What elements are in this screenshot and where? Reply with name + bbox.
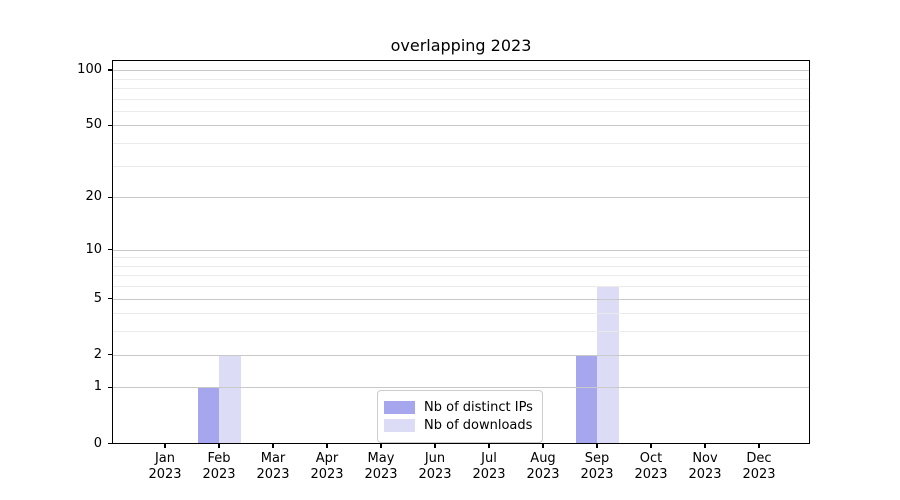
- y-gridline-minor: [113, 313, 809, 315]
- y-gridline-minor: [113, 98, 809, 100]
- y-gridline-minor: [113, 110, 809, 112]
- x-tick-mark: [758, 444, 760, 448]
- y-tick-label: 2: [93, 346, 102, 362]
- x-tick-label-line: Jan: [154, 451, 176, 466]
- x-tick-label: Jul 2023: [457, 451, 521, 482]
- y-tick-mark: [108, 69, 112, 71]
- legend-swatch-downloads: [384, 419, 415, 432]
- y-gridline-minor: [113, 265, 809, 267]
- x-tick-mark: [326, 444, 328, 448]
- x-tick-label-line: 2023: [526, 466, 560, 482]
- legend: Nb of distinct IPs Nb of downloads: [377, 390, 543, 443]
- y-tick-label: 100: [77, 62, 102, 78]
- y-tick-label: 1: [93, 379, 102, 395]
- y-gridline-minor: [113, 257, 809, 259]
- legend-swatch-distinct-ips: [384, 401, 415, 414]
- y-tick-label: 5: [93, 290, 102, 306]
- x-tick-mark: [434, 444, 436, 448]
- legend-label-downloads: Nb of downloads: [424, 418, 533, 433]
- x-tick-label-line: Dec: [746, 451, 772, 466]
- y-gridline-major: [113, 387, 809, 389]
- x-tick-label: Jan 2023: [133, 451, 197, 482]
- x-tick-label-line: Sep: [584, 451, 610, 466]
- x-tick-label: Apr 2023: [295, 451, 359, 482]
- x-tick-label: May 2023: [349, 451, 413, 482]
- x-tick-label-line: 2023: [634, 466, 668, 482]
- x-tick-label-line: Jun: [424, 451, 446, 466]
- legend-entry-distinct-ips: Nb of distinct IPs: [384, 399, 534, 416]
- y-tick-mark: [108, 354, 112, 356]
- x-tick-label: Dec 2023: [727, 451, 791, 482]
- x-tick-mark: [164, 444, 166, 448]
- x-tick-label-line: 2023: [364, 466, 398, 482]
- y-tick-mark: [108, 442, 112, 445]
- y-tick-mark: [108, 297, 112, 300]
- x-tick-label-line: 2023: [742, 466, 776, 482]
- plot-area: [112, 60, 810, 444]
- x-tick-label: Sep 2023: [565, 451, 629, 482]
- x-tick-label-line: 2023: [202, 466, 236, 482]
- bar-nb-of-distinct-ips: [197, 387, 219, 444]
- x-tick-label-line: 2023: [688, 466, 722, 482]
- y-tick-label: 20: [85, 189, 102, 205]
- y-tick-mark: [108, 124, 112, 126]
- x-tick-label-line: 2023: [256, 466, 290, 482]
- y-gridline-minor: [113, 275, 809, 277]
- y-gridline-minor: [113, 78, 809, 80]
- y-tick-label: 0: [93, 435, 102, 451]
- x-tick-label: Nov 2023: [673, 451, 737, 482]
- y-gridline-major: [113, 125, 809, 127]
- x-tick-label-line: Jul: [481, 451, 497, 466]
- x-tick-mark: [272, 444, 274, 448]
- x-tick-label-line: Mar: [260, 451, 286, 466]
- x-tick-mark: [596, 444, 598, 448]
- x-tick-label-line: Apr: [315, 451, 339, 466]
- bar-nb-of-downloads: [597, 286, 619, 444]
- y-gridline-minor: [113, 143, 809, 144]
- x-tick-label-line: May: [367, 451, 395, 466]
- x-tick-label-line: Nov: [692, 451, 718, 466]
- x-tick-mark: [488, 444, 490, 448]
- x-tick-label: Feb 2023: [187, 451, 251, 482]
- y-tick-mark: [108, 196, 112, 198]
- x-tick-label-line: 2023: [418, 466, 452, 482]
- y-gridline-minor: [113, 165, 809, 167]
- x-tick-label-line: Oct: [639, 451, 663, 466]
- y-gridline-minor: [113, 87, 809, 89]
- x-tick-label: Mar 2023: [241, 451, 305, 482]
- x-tick-label: Oct 2023: [619, 451, 683, 482]
- y-gridline-minor: [113, 286, 809, 288]
- x-tick-label-line: 2023: [148, 466, 182, 482]
- y-gridline-major: [113, 298, 809, 300]
- y-tick-label: 50: [85, 117, 102, 133]
- x-tick-label: Aug 2023: [511, 451, 575, 482]
- x-tick-label-line: 2023: [580, 466, 614, 482]
- y-gridline-minor: [113, 331, 809, 333]
- y-gridline-major: [113, 197, 809, 199]
- y-tick-mark: [108, 386, 112, 389]
- bar-nb-of-downloads: [219, 354, 241, 444]
- x-tick-label-line: 2023: [472, 466, 506, 482]
- chart-title: overlapping 2023: [390, 36, 532, 55]
- x-tick-label-line: Feb: [207, 451, 231, 466]
- x-tick-label-line: 2023: [310, 466, 344, 482]
- bar-nb-of-distinct-ips: [575, 354, 597, 444]
- y-gridline-major: [113, 354, 809, 356]
- x-tick-label: Jun 2023: [403, 451, 467, 482]
- x-tick-mark: [650, 444, 652, 448]
- x-tick-label-line: Aug: [530, 451, 556, 466]
- y-tick-label: 10: [85, 241, 102, 257]
- legend-entry-downloads: Nb of downloads: [384, 417, 534, 434]
- legend-label-distinct-ips: Nb of distinct IPs: [424, 400, 533, 415]
- x-tick-mark: [218, 444, 220, 448]
- y-tick-mark: [108, 248, 112, 251]
- y-gridline-major: [113, 70, 809, 72]
- x-tick-mark: [542, 444, 544, 448]
- x-tick-mark: [380, 444, 382, 448]
- y-gridline-major: [113, 249, 809, 251]
- x-tick-mark: [704, 444, 706, 448]
